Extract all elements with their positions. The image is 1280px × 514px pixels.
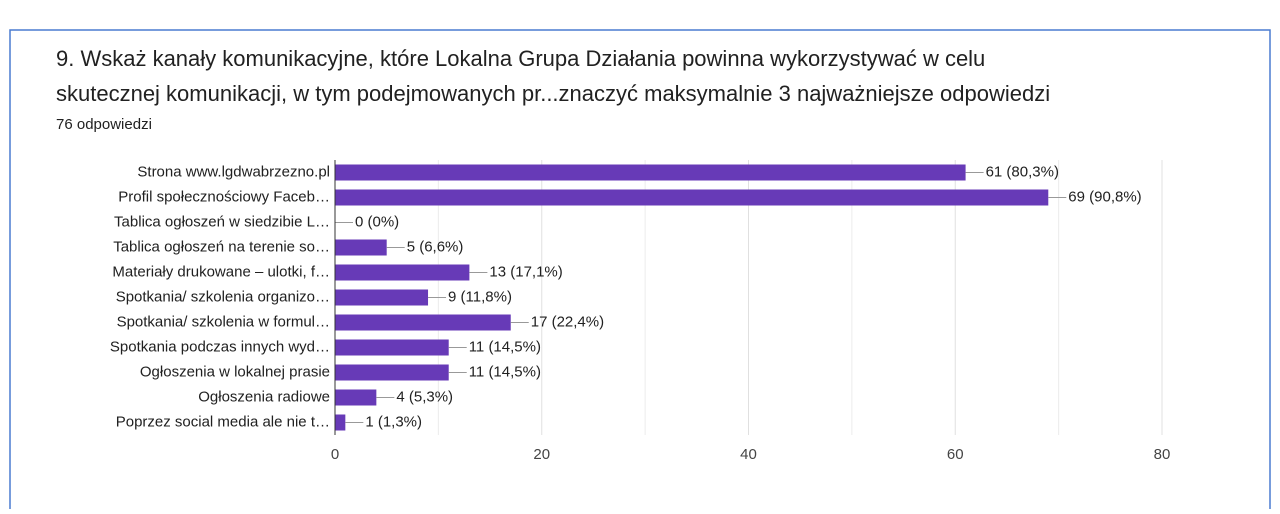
card bbox=[9, 29, 1271, 514]
bar bbox=[335, 239, 387, 256]
bar bbox=[335, 189, 1049, 206]
response-count: 76 odpowiedzi bbox=[56, 116, 152, 133]
bar bbox=[335, 289, 429, 306]
value-label: 4 (5,3%) bbox=[396, 388, 453, 405]
value-label: 1 (1,3%) bbox=[365, 413, 422, 430]
title-line: 9. Wskaż kanały komunikacyjne, które Lok… bbox=[56, 46, 985, 71]
category-label: Spotkania podczas innych wyd… bbox=[110, 338, 330, 355]
bar bbox=[335, 389, 377, 406]
category-label: Tablica ogłoszeń na terenie so… bbox=[113, 238, 330, 255]
category-label: Spotkania/ szkolenia w formul… bbox=[117, 313, 330, 330]
category-label: Ogłoszenia radiowe bbox=[198, 388, 330, 405]
bar bbox=[335, 339, 449, 356]
bar bbox=[335, 164, 966, 181]
x-tick-label: 80 bbox=[1154, 446, 1171, 463]
category-label: Materiały drukowane – ulotki, f… bbox=[112, 263, 330, 280]
value-label: 69 (90,8%) bbox=[1068, 188, 1141, 205]
x-tick-label: 20 bbox=[533, 446, 550, 463]
value-label: 0 (0%) bbox=[355, 213, 399, 230]
bar bbox=[335, 264, 470, 281]
bar bbox=[335, 364, 449, 381]
x-tick-label: 0 bbox=[331, 446, 339, 463]
category-label: Strona www.lgdwabrzezno.pl bbox=[137, 163, 330, 180]
category-label: Poprzez social media ale nie t… bbox=[116, 413, 330, 430]
title-line: skutecznej komunikacji, w tym podejmowan… bbox=[56, 81, 1050, 106]
value-label: 9 (11,8%) bbox=[448, 288, 512, 305]
category-label: Profil społecznościowy Faceb… bbox=[118, 188, 330, 205]
x-tick-label: 60 bbox=[947, 446, 964, 463]
value-label: 61 (80,3%) bbox=[986, 163, 1059, 180]
x-tick-label: 40 bbox=[740, 446, 757, 463]
value-label: 11 (14,5%) bbox=[469, 338, 541, 355]
value-label: 11 (14,5%) bbox=[469, 363, 541, 380]
category-label: Spotkania/ szkolenia organizo… bbox=[116, 288, 330, 305]
category-label: Tablica ogłoszeń w siedzibie L… bbox=[114, 213, 330, 230]
category-label: Ogłoszenia w lokalnej prasie bbox=[140, 363, 330, 380]
value-label: 13 (17,1%) bbox=[489, 263, 562, 280]
value-label: 17 (22,4%) bbox=[531, 313, 604, 330]
value-label: 5 (6,6%) bbox=[407, 238, 464, 255]
bar bbox=[335, 414, 346, 431]
bar bbox=[335, 314, 511, 331]
